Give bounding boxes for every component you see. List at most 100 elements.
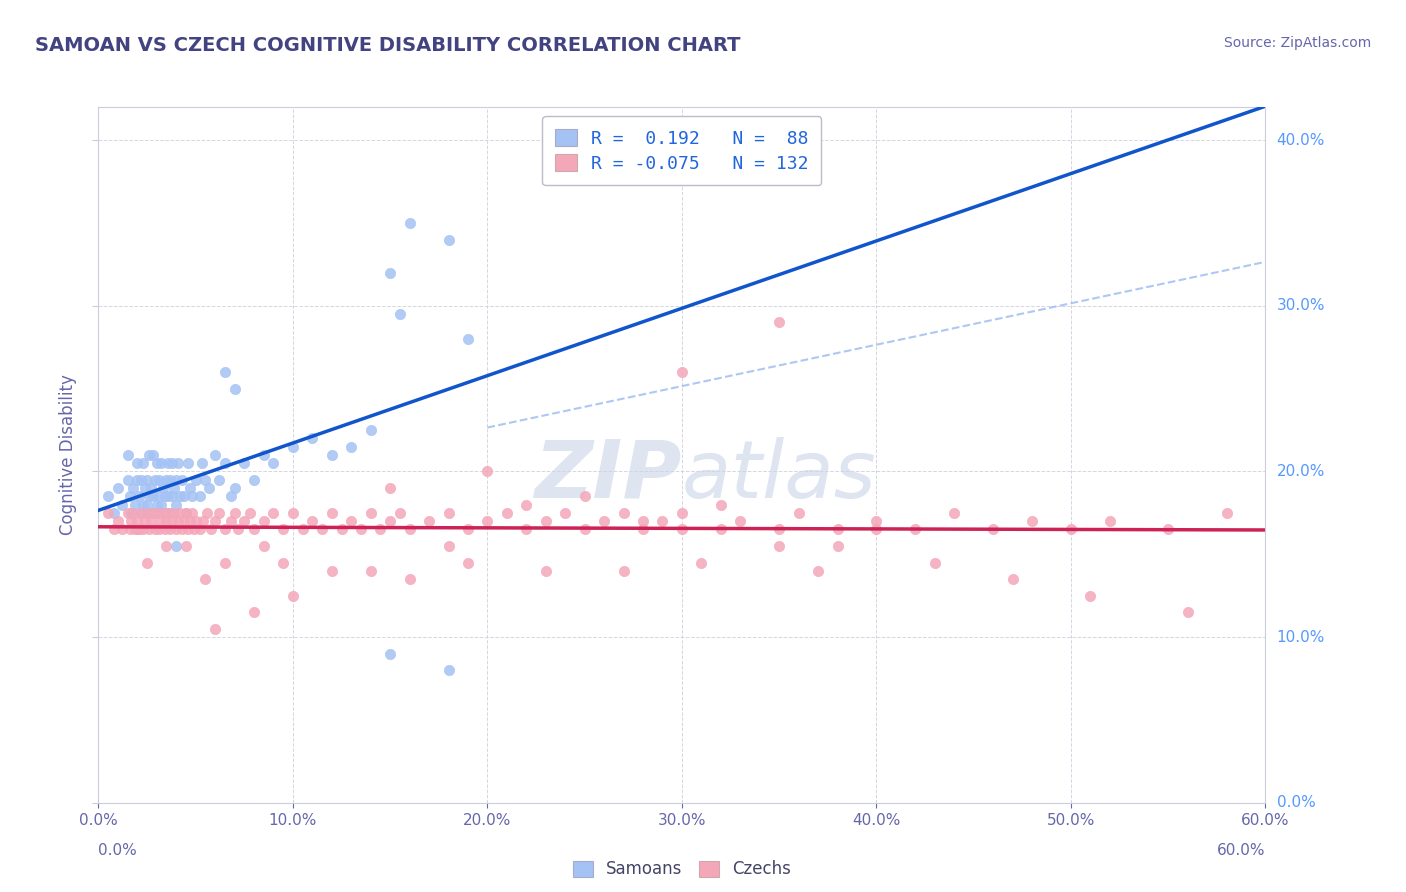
Point: [173, 489, 195, 503]
Point: [865, 514, 887, 528]
Point: [163, 481, 186, 495]
Point: [710, 498, 733, 512]
Point: [378, 481, 402, 495]
Point: [253, 448, 276, 462]
Point: [136, 506, 159, 520]
Point: [107, 481, 129, 495]
Point: [574, 489, 596, 503]
Point: [398, 572, 420, 586]
Point: [807, 564, 830, 578]
Point: [360, 423, 382, 437]
Point: [127, 514, 149, 528]
Point: [165, 498, 187, 512]
Point: [1215, 506, 1237, 520]
Point: [554, 506, 576, 520]
Point: [179, 481, 201, 495]
Point: [169, 506, 191, 520]
Point: [651, 514, 673, 528]
Point: [107, 514, 129, 528]
Point: [904, 523, 927, 537]
Point: [118, 523, 141, 537]
Point: [457, 332, 479, 346]
Point: [243, 523, 266, 537]
Point: [281, 440, 304, 454]
Point: [177, 456, 200, 470]
Point: [157, 506, 180, 520]
Point: [149, 498, 172, 512]
Point: [117, 506, 139, 520]
Text: ZIP: ZIP: [534, 437, 682, 515]
Point: [768, 539, 790, 553]
Point: [437, 233, 460, 247]
Point: [159, 506, 181, 520]
Point: [162, 456, 184, 470]
Point: [195, 506, 218, 520]
Point: [127, 473, 149, 487]
Point: [827, 539, 849, 553]
Point: [134, 514, 156, 528]
Point: [208, 473, 231, 487]
Point: [142, 489, 165, 503]
Point: [690, 556, 713, 570]
Point: [129, 473, 152, 487]
Point: [127, 523, 149, 537]
Point: [148, 489, 170, 503]
Point: [180, 506, 202, 520]
Point: [155, 539, 177, 553]
Point: [515, 523, 537, 537]
Point: [188, 523, 211, 537]
Point: [146, 506, 169, 520]
Point: [253, 539, 276, 553]
Point: [173, 514, 195, 528]
Point: [865, 523, 887, 537]
Point: [437, 539, 460, 553]
Point: [827, 523, 849, 537]
Point: [117, 448, 139, 462]
Point: [710, 523, 733, 537]
Point: [350, 523, 373, 537]
Point: [162, 489, 184, 503]
Point: [388, 307, 411, 321]
Point: [281, 589, 304, 603]
Point: [174, 539, 197, 553]
Point: [398, 523, 420, 537]
Point: [167, 456, 190, 470]
Point: [330, 523, 353, 537]
Point: [243, 473, 266, 487]
Point: [183, 523, 205, 537]
Point: [671, 523, 693, 537]
Point: [138, 489, 160, 503]
Point: [593, 514, 616, 528]
Point: [730, 514, 752, 528]
Point: [143, 523, 166, 537]
Text: 0.0%: 0.0%: [1277, 796, 1315, 810]
Point: [149, 514, 172, 528]
Point: [97, 489, 120, 503]
Point: [271, 523, 294, 537]
Point: [924, 556, 946, 570]
Point: [418, 514, 440, 528]
Point: [128, 489, 150, 503]
Point: [311, 523, 333, 537]
Point: [111, 523, 134, 537]
Point: [117, 473, 139, 487]
Point: [167, 514, 190, 528]
Point: [132, 456, 155, 470]
Point: [136, 556, 159, 570]
Point: [477, 514, 499, 528]
Point: [138, 448, 160, 462]
Point: [163, 506, 186, 520]
Point: [787, 506, 810, 520]
Point: [143, 473, 166, 487]
Point: [574, 523, 596, 537]
Point: [631, 514, 654, 528]
Point: [127, 456, 149, 470]
Point: [534, 564, 557, 578]
Point: [184, 514, 207, 528]
Text: 20.0%: 20.0%: [1277, 464, 1324, 479]
Point: [262, 456, 284, 470]
Point: [157, 489, 180, 503]
Point: [291, 523, 314, 537]
Point: [233, 514, 256, 528]
Point: [228, 523, 250, 537]
